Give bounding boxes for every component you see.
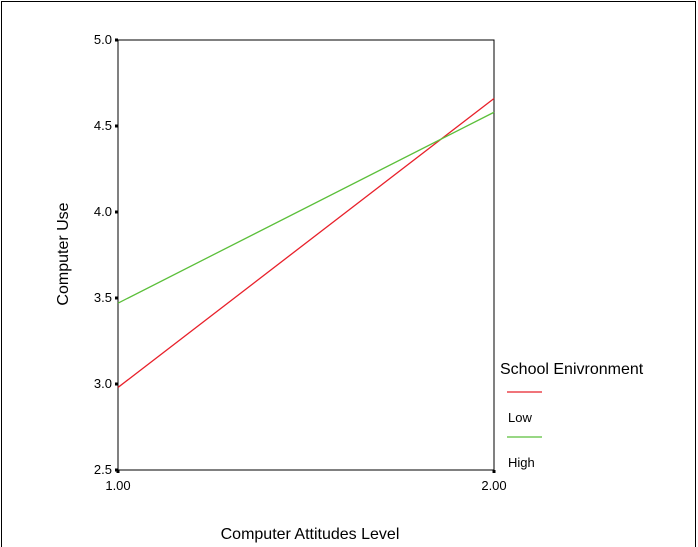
y-tick-label: 2.5: [94, 462, 112, 477]
x-tick-label: 2.00: [481, 478, 506, 493]
legend-title: School Enivronment: [500, 361, 644, 378]
y-tick-label: 4.5: [94, 118, 112, 133]
legend-label-low: Low: [508, 410, 532, 425]
series-line-high: [117, 111, 495, 304]
series-line-low: [117, 97, 495, 388]
y-tick-label: 4.0: [94, 204, 112, 219]
y-tick-label: 3.5: [94, 290, 112, 305]
plot-area: [117, 39, 495, 471]
x-tick-label: 1.00: [105, 478, 130, 493]
series-lines: [117, 97, 495, 388]
y-axis-title: Computer Use: [55, 202, 72, 305]
legend-label-high: High: [508, 455, 535, 470]
y-axis-ticks: 2.5 3.0 3.5 4.0 4.5 5.0: [94, 32, 118, 477]
x-axis-title: Computer Attitudes Level: [221, 526, 400, 543]
y-tick-label: 5.0: [94, 32, 112, 47]
x-axis-ticks: 1.00 2.00: [105, 470, 507, 493]
y-tick-label: 3.0: [94, 376, 112, 391]
legend: School Enivronment Low High: [500, 361, 644, 470]
plot-border: [117, 39, 495, 471]
